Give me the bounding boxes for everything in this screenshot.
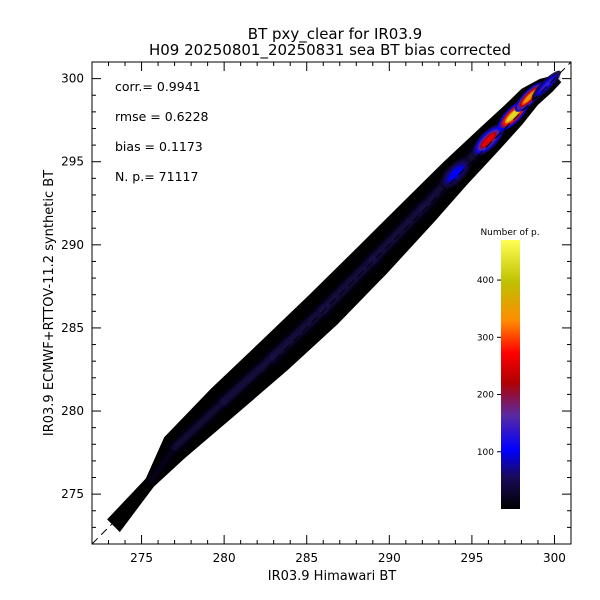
y-tick-label: 295 [61,155,84,169]
x-tick-label: 280 [213,551,236,565]
x-axis-ticks: 275 280 285 290 295 300 [91,62,572,565]
chart-title: BT pxy_clear for IR03.9 [248,25,422,44]
colorbar-tick-label: 300 [477,333,494,343]
stat-rmse: rmse = 0.6228 [115,109,209,124]
plot-area [92,62,571,544]
x-tick-label: 295 [460,551,483,565]
stats-block: corr.= 0.9941 rmse = 0.6228 bias = 0.117… [115,79,209,184]
stat-npoints: N. p.= 71117 [115,169,198,184]
density-level [523,90,537,104]
stat-bias: bias = 0.1173 [115,139,203,154]
density-core-segment [171,397,228,451]
y-axis-label: IR03.9 ECMWF+RTTOV-11.2 synthetic BT [42,170,57,436]
y-tick-label: 300 [61,72,84,86]
density-peak [439,157,472,190]
chart-subtitle: H09 20250801_20250831 sea BT bias correc… [149,41,511,60]
identity-line [92,62,571,544]
y-tick-label: 280 [61,404,84,418]
plot-frame [91,61,572,545]
density-level [481,133,495,147]
colorbar-tick-label: 100 [477,448,494,458]
x-tick-label: 300 [543,551,566,565]
colorbar-gradient [501,240,520,509]
colorbar-tick-label: 400 [477,276,494,286]
y-tick-label: 285 [61,321,84,335]
colorbar-ticks: 100 200 300 400 [477,276,501,458]
density-core-segment [368,203,427,265]
y-tick-label: 290 [61,238,84,252]
colorbar: Number of p. 100 200 300 400 [477,228,540,509]
density-layer [107,70,562,533]
density-core-segment [269,305,328,361]
x-tick-label: 275 [130,551,153,565]
y-tick-label: 275 [61,487,84,501]
density-level [506,108,520,122]
density-level [539,78,553,92]
stat-corr: corr.= 0.9941 [115,79,201,94]
x-tick-label: 290 [378,551,401,565]
density-level [448,166,462,180]
density-peak [472,124,504,156]
density-core-segment [148,446,176,484]
x-axis-label: IR03.9 Himawari BT [268,569,397,584]
colorbar-title: Number of p. [480,228,539,238]
density-core-segment [318,255,378,315]
x-tick-label: 285 [295,551,318,565]
y-axis-ticks: 275 280 285 290 295 300 [61,61,571,545]
density-peak [531,70,561,100]
density-core-segment [220,352,278,406]
colorbar-tick-label: 200 [477,391,494,401]
